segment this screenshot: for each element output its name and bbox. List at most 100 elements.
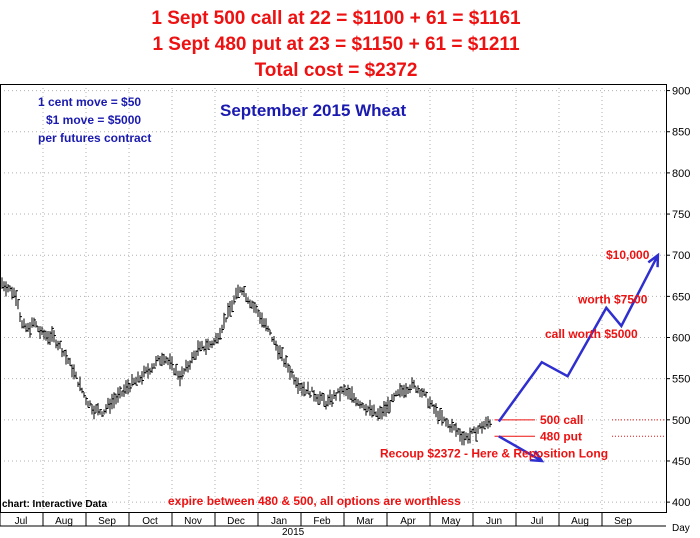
x-tick-label-apr-9: Apr <box>400 516 416 527</box>
year-label: 2015 <box>282 527 305 538</box>
header-line-1: 1 Sept 500 call at 22 = $1100 + 61 = $11… <box>151 8 521 29</box>
x-tick-label-may-10: May <box>442 516 461 527</box>
strike-label-480-put: 480 put <box>540 429 582 443</box>
price-bar <box>53 330 56 343</box>
price-bar <box>135 376 138 386</box>
price-bar <box>101 411 104 417</box>
annotation-recoup: Recoup $2372 - Here & Reposition Long <box>380 447 608 461</box>
x-tick-label-feb-7: Feb <box>313 516 331 527</box>
price-bar <box>475 427 478 442</box>
price-bar <box>235 287 238 300</box>
price-bar <box>281 346 284 362</box>
price-bar <box>437 410 440 425</box>
y-tick-label-900: 900 <box>672 86 690 98</box>
price-bar <box>413 379 416 389</box>
y-tick-label-600: 600 <box>672 333 690 345</box>
annotation-worth-7500: worth $7500 <box>577 293 648 307</box>
price-bar <box>199 341 202 352</box>
source-label: chart: Interactive Data <box>2 499 107 510</box>
price-bar <box>387 396 390 414</box>
price-bar <box>489 419 492 428</box>
price-bar <box>331 394 334 407</box>
y-tick-label-400: 400 <box>672 497 690 509</box>
info-line-3: per futures contract <box>38 131 151 145</box>
y-tick-label-500: 500 <box>672 415 690 427</box>
price-bar <box>19 312 22 323</box>
x-axis: Jul Aug Sep Oct Nov Dec Jan Feb Mar Apr May Jun Jul A… <box>0 512 690 538</box>
price-bar <box>435 403 438 418</box>
price-bar <box>85 396 88 406</box>
x-tick-label-dec-5: Dec <box>227 516 245 527</box>
price-bar <box>303 381 306 397</box>
x-tick-label-sep-2: Sep <box>98 516 116 527</box>
price-bar <box>451 418 454 433</box>
price-bar <box>15 290 18 307</box>
projection-arrows <box>497 252 660 463</box>
price-bar <box>207 338 210 350</box>
price-bar <box>231 300 234 313</box>
price-bar <box>309 390 312 398</box>
y-tick-label-700: 700 <box>672 250 690 262</box>
chart-grid <box>0 84 666 512</box>
price-bar <box>29 322 32 338</box>
y-tick-label-750: 750 <box>672 209 690 221</box>
arrow-up-projection <box>497 254 660 423</box>
price-bar <box>233 295 236 305</box>
price-bar <box>229 301 232 317</box>
price-bar <box>33 317 36 328</box>
annotation-call-worth-5000: call worth $5000 <box>545 327 638 341</box>
x-tick-label-nov-4: Nov <box>184 516 202 527</box>
y-tick-label-800: 800 <box>672 168 690 180</box>
plot-frame <box>0 84 667 513</box>
price-bar <box>257 309 260 317</box>
price-bar <box>253 301 256 313</box>
y-tick-label-450: 450 <box>672 456 690 468</box>
price-bar <box>291 368 294 378</box>
strike-label-500-call: 500 call <box>540 413 583 427</box>
price-bar <box>83 392 86 398</box>
price-bar <box>287 363 290 373</box>
y-tick-label-850: 850 <box>672 127 690 139</box>
price-bar <box>267 325 270 332</box>
price-bar <box>17 299 20 310</box>
price-bar <box>425 391 428 398</box>
price-bar <box>221 324 224 334</box>
x-tick-label-jun-11: Jun <box>486 516 502 527</box>
arrow-down-projection <box>498 435 543 463</box>
price-bar <box>441 409 444 426</box>
price-bar <box>81 387 84 394</box>
annotation-10000: $10,000 <box>606 248 650 262</box>
price-bar <box>321 392 324 401</box>
price-bar <box>365 403 368 416</box>
price-bar <box>59 340 62 349</box>
price-bar <box>439 407 442 421</box>
price-bars <box>1 277 492 446</box>
price-bar <box>269 329 272 336</box>
info-line-2: $1 move = $5000 <box>46 113 141 127</box>
price-bar <box>317 393 320 405</box>
price-bar <box>483 421 486 430</box>
price-bar <box>153 363 156 369</box>
price-bar <box>285 355 288 368</box>
price-bar <box>65 349 68 365</box>
x-tick-label-jul-0: Jul <box>15 516 28 527</box>
price-bar <box>343 383 346 396</box>
x-tick-label-jul-12: Jul <box>531 516 544 527</box>
price-bar <box>409 384 412 394</box>
x-tick-label-jan-6: Jan <box>271 516 287 527</box>
x-unit-label: Day <box>672 523 690 534</box>
x-tick-label-aug-13: Aug <box>571 516 589 527</box>
price-bar <box>225 317 228 323</box>
price-bar <box>93 405 96 420</box>
price-bar <box>371 405 374 418</box>
x-tick-label-sep-14: Sep <box>614 516 632 527</box>
x-tick-label-aug-1: Aug <box>55 516 73 527</box>
header-line-2: 1 Sept 480 put at 23 = $1150 + 61 = $121… <box>152 34 520 55</box>
price-bar <box>75 371 78 379</box>
price-bar <box>255 304 258 314</box>
chart-title: September 2015 Wheat <box>220 101 406 120</box>
price-bar <box>445 417 448 427</box>
price-bar <box>243 285 246 297</box>
